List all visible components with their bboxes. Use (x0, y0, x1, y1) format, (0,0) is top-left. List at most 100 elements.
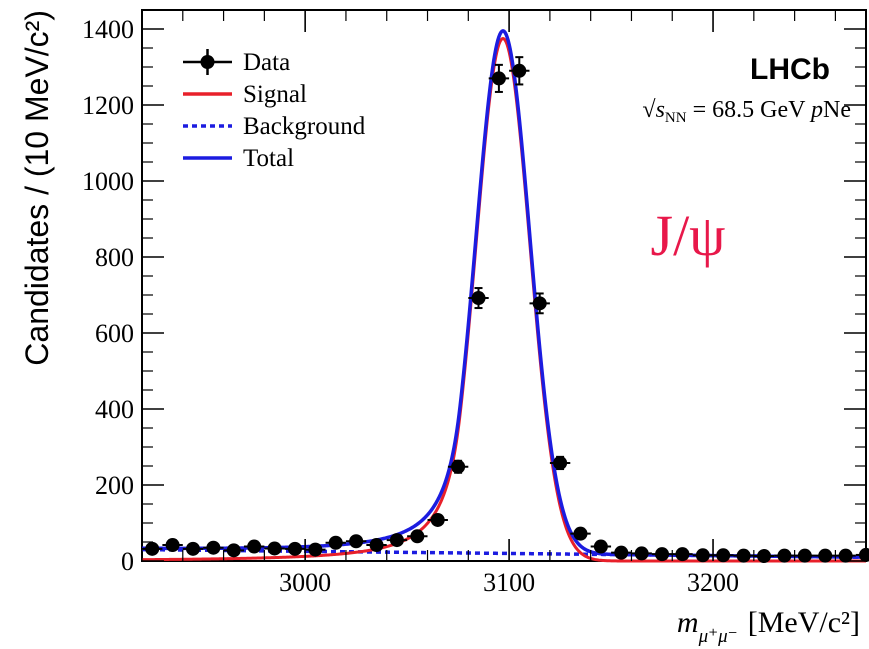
x-axis-label-sub: μ⁺μ⁻ (698, 626, 738, 647)
energy-label-sub: NN (665, 110, 687, 126)
legend-entry-signal: Signal (183, 81, 307, 108)
data-point (468, 287, 489, 310)
data-point (794, 548, 816, 563)
data-point-marker (838, 548, 853, 563)
data-point-marker (797, 548, 812, 563)
data-point (427, 512, 448, 527)
y-axis-label: Candidates / (10 MeV/c²) (19, 10, 55, 366)
legend-label: Signal (243, 81, 307, 108)
y-tick-label: 200 (95, 471, 134, 500)
data-point (570, 526, 591, 541)
data-point (631, 546, 652, 561)
data-point-marker (471, 291, 486, 306)
data-point (549, 455, 571, 471)
data-point-marker (777, 548, 792, 563)
data-point (713, 548, 734, 563)
legend: Data Signal Background Total (183, 49, 366, 172)
tick-layer: 0 200 400 600 800 1000 1200 1400 3000 3100 3200 (82, 10, 866, 597)
data-point-marker (430, 512, 445, 527)
data-point-marker (145, 541, 160, 556)
data-point-marker (736, 548, 751, 563)
plot-frame (141, 9, 867, 562)
data-point-marker (308, 542, 323, 557)
data-point (529, 292, 550, 315)
energy-label-rest: = 68.5 GeV (687, 97, 811, 123)
data-point-marker (655, 547, 670, 562)
data-point-marker (634, 546, 649, 561)
y-tick-label: 0 (121, 547, 134, 576)
data-point (182, 541, 204, 556)
data-point-marker (287, 541, 302, 556)
legend-entry-data: Data (183, 49, 290, 76)
data-point (855, 547, 869, 562)
data-point-marker (328, 535, 343, 550)
data-point (366, 538, 387, 553)
data-point-marker (818, 548, 833, 563)
data-point (447, 459, 469, 474)
data-point-marker (675, 547, 690, 562)
data-point-marker (757, 549, 772, 564)
x-axis-label-m: m (677, 606, 699, 639)
y-tick-label: 400 (95, 395, 134, 424)
data-point (509, 56, 530, 86)
y-tick-label: 800 (95, 243, 134, 272)
x-axis-label-unit: [MeV/c²] (748, 606, 860, 639)
y-tick-label: 1200 (82, 91, 134, 120)
energy-label: √sNN = 68.5 GeV pNe (642, 97, 851, 126)
data-point-marker (226, 543, 241, 558)
data-point-marker (532, 296, 547, 311)
data-point-marker (369, 538, 384, 553)
data-point (753, 549, 775, 564)
data-point (203, 540, 224, 555)
data-point-marker (553, 455, 568, 470)
plot-frame-layer (141, 9, 867, 562)
legend-entry-background: Background (183, 113, 366, 140)
data-point-marker (206, 540, 221, 555)
legend-label: Background (243, 113, 366, 140)
legend-swatch-marker (200, 55, 215, 69)
data-point-marker (859, 547, 869, 562)
data-point (692, 548, 714, 563)
data-point (407, 529, 428, 544)
data-point (305, 542, 326, 557)
data-point (488, 63, 510, 93)
data-point-marker (451, 459, 466, 474)
data-points-layer (142, 56, 869, 564)
y-tick-label: 1000 (82, 167, 134, 196)
x-tick-label: 3000 (279, 568, 331, 597)
data-point-marker (573, 526, 588, 541)
y-tick-label: 1400 (82, 15, 134, 44)
experiment-label: LHCb (750, 53, 830, 86)
data-point-marker (410, 529, 425, 544)
data-point (733, 548, 754, 563)
data-point-marker (389, 533, 404, 548)
energy-label-s: s (656, 97, 665, 123)
energy-label-ne: Ne (823, 97, 851, 123)
data-point (815, 548, 836, 563)
legend-label: Total (243, 145, 294, 172)
data-point-marker (593, 539, 608, 554)
data-point-marker (614, 545, 629, 560)
x-tick-label: 3100 (483, 568, 535, 597)
y-tick-label: 600 (95, 319, 134, 348)
data-point (243, 539, 265, 554)
data-point (774, 548, 795, 563)
x-axis-label: mμ⁺μ⁻ [MeV/c²] (677, 606, 860, 647)
energy-label-p: p (809, 97, 823, 123)
data-point-marker (695, 548, 710, 563)
data-point (590, 539, 612, 554)
data-point-marker (185, 541, 200, 556)
data-point-marker (165, 538, 180, 553)
legend-entry-total: Total (183, 145, 294, 172)
data-point-marker (716, 548, 731, 563)
particle-label: J/ψ (651, 203, 726, 268)
x-tick-label: 3200 (687, 568, 739, 597)
data-point (264, 541, 285, 556)
data-point (345, 534, 367, 549)
data-point-marker (247, 539, 262, 554)
data-point (142, 541, 163, 556)
data-point-marker (512, 63, 527, 78)
data-point (651, 547, 673, 562)
data-point-marker (349, 534, 364, 549)
energy-label-sqrt: √ (642, 97, 656, 123)
